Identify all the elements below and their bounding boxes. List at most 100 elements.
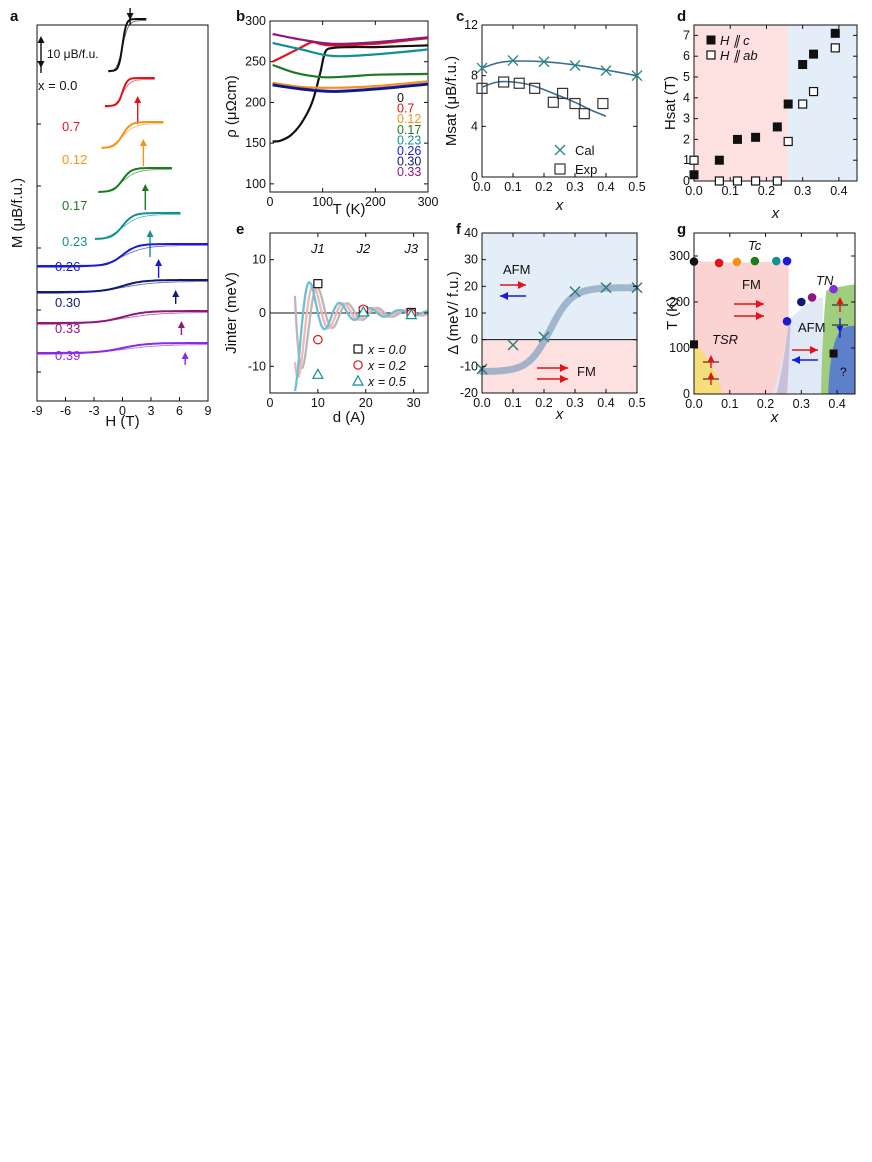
spin-arrow — [810, 346, 818, 354]
y-tick-label: 12 — [464, 18, 478, 32]
legend-entry: x = 0.0 — [367, 343, 406, 357]
series-0.30-mab — [37, 281, 208, 294]
series-label: 0.7 — [62, 119, 80, 134]
legend-entry: 0.30 — [397, 155, 421, 169]
y-tick-label: 10 — [252, 253, 266, 267]
x-tick-label: 0.3 — [566, 180, 583, 194]
x-tick-label: 0.3 — [793, 397, 810, 411]
series-label: 0.17 — [62, 198, 87, 213]
legend-entry: H ∥ ab — [720, 48, 758, 63]
data-point — [529, 82, 541, 94]
data-point — [830, 28, 840, 38]
data-point — [597, 97, 609, 110]
panel-a: -9 -6 -3 0 3 6 9 H (T) M (μB/f.u.) 10 μB/f.u. x = … — [9, 8, 212, 430]
panel-letter: b — [236, 8, 245, 25]
y-tick-label: 200 — [669, 295, 690, 309]
x-tick-label: 0.4 — [597, 396, 614, 410]
x-tick-label: 0.4 — [828, 397, 845, 411]
data-point — [405, 308, 418, 320]
x-tick-label: 0.3 — [794, 184, 811, 198]
x-axis-label: x — [770, 409, 779, 426]
spin-arrow — [756, 312, 764, 320]
tsr-region — [694, 343, 723, 394]
legend-entry: 0 — [397, 91, 404, 105]
data-point — [750, 176, 761, 186]
j-label: J1 — [310, 241, 325, 256]
legend-marker — [706, 50, 716, 60]
mixed-region — [776, 320, 791, 394]
spin-arrow — [792, 356, 800, 364]
series-0.12-mc — [101, 121, 164, 149]
y-tick-label: 5 — [683, 70, 690, 84]
x-tick-label: 0 — [267, 396, 274, 410]
tn-label: TN — [816, 273, 834, 288]
x-tick-label: 0.1 — [504, 396, 521, 410]
data-point — [476, 82, 488, 94]
series-line — [272, 44, 429, 143]
y-axis-label: Δ (meV/ f.u.) — [445, 271, 462, 354]
series-line — [272, 80, 429, 89]
x-tick-label: 0.0 — [473, 180, 490, 194]
x-tick-label: 0 — [119, 404, 126, 418]
hsat-arrow — [141, 184, 149, 191]
spin-arrow — [707, 372, 715, 379]
y-tick-label: 2 — [683, 132, 690, 146]
x-tick-label: 0.4 — [597, 180, 614, 194]
tc-label: Tc — [748, 238, 762, 253]
hsat-arrow — [181, 352, 189, 359]
legend-entry: x = 0.5 — [367, 375, 406, 389]
panel-f: 0.0 0.1 0.2 0.3 0.4 0.5 -20 -10 0 10 20 30 40 x Δ (meV… — [445, 226, 646, 423]
axes-frame — [269, 20, 429, 193]
x-tick-label: 300 — [418, 195, 439, 209]
data-point — [569, 286, 581, 298]
spin-arrow — [518, 281, 526, 289]
y-tick-label: -10 — [460, 359, 478, 373]
y-tick-label: 7 — [683, 28, 690, 42]
data-point — [313, 279, 323, 289]
y-tick-label: 20 — [464, 279, 478, 293]
y-tick-label: -10 — [248, 359, 266, 373]
y-axis-label: ρ (μΩcm) — [223, 75, 240, 138]
x-axis-label: d (A) — [333, 409, 366, 426]
series-line — [272, 37, 429, 63]
panel-letter: g — [677, 221, 686, 238]
y-tick-label: -20 — [460, 386, 478, 400]
scale-bar-label: 10 μB/f.u. — [47, 47, 99, 61]
hsat-arrow — [139, 139, 147, 146]
hsat-arrow — [126, 13, 134, 20]
y-tick-label: 0 — [683, 174, 690, 188]
series-0.12-mab — [101, 123, 164, 149]
panel-d: 0.0 0.1 0.2 0.3 0.4 0 1 2 3 4 5 6 7 x Hsat (T) H ∥ cH ∥… — [662, 24, 858, 222]
data-point — [538, 56, 550, 68]
data-point — [578, 108, 590, 120]
tn-point — [807, 293, 817, 302]
y-axis-label: T (K) — [664, 297, 681, 330]
data-point — [732, 134, 742, 144]
data-point — [513, 77, 525, 89]
legend-entry: 0.12 — [397, 112, 421, 126]
legend-entry: 0.26 — [397, 144, 421, 158]
y-tick-label: 100 — [669, 341, 690, 355]
tc-point — [750, 256, 760, 266]
fm-region — [482, 339, 637, 393]
series-0.33-mc — [37, 310, 208, 324]
data-point — [772, 176, 782, 186]
data-point — [772, 122, 782, 132]
tc-point — [732, 257, 742, 267]
data-point — [783, 99, 793, 109]
data-point — [631, 70, 643, 82]
x-tick-label: 0.1 — [722, 184, 739, 198]
j-label: J2 — [355, 241, 371, 256]
series-label: 0.12 — [62, 152, 87, 167]
series-0.30-mc — [37, 279, 208, 293]
data-point — [569, 97, 581, 110]
data-point — [732, 176, 743, 186]
tn-point — [829, 284, 838, 294]
data-point — [507, 54, 519, 66]
data-point — [538, 331, 550, 343]
unknown-region — [828, 325, 855, 394]
tn-point — [782, 317, 792, 326]
spin-arrow — [500, 292, 508, 300]
hsat-arrow — [155, 259, 163, 266]
series-0.0-mc — [108, 18, 147, 72]
